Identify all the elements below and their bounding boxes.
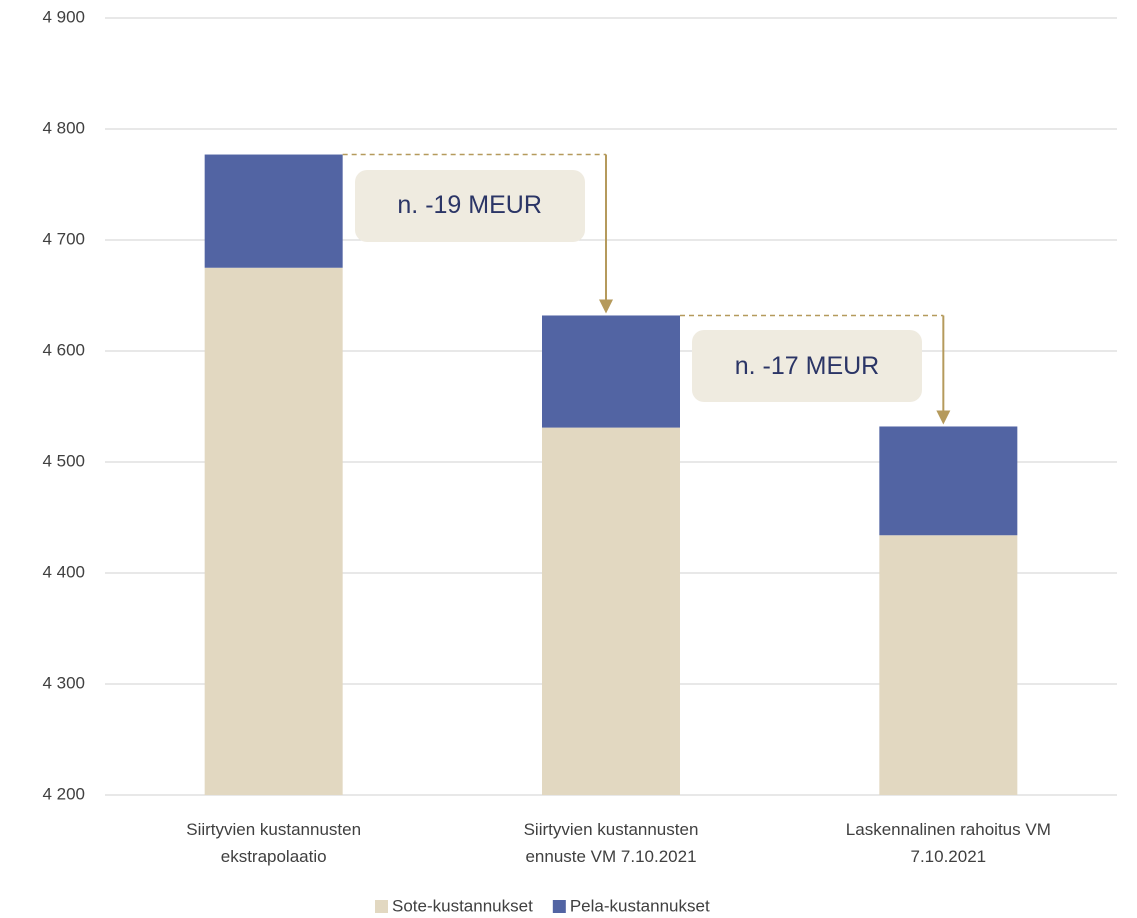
bar-segment xyxy=(204,154,343,268)
x-tick-label: Siirtyvien kustannusten ennuste VM 7.10.… xyxy=(523,820,699,866)
arrow-head xyxy=(936,410,951,425)
annotation: n. -19 MEUR xyxy=(354,169,585,242)
bar-segment xyxy=(204,267,343,795)
x-tick-label: Laskennalinen rahoitus VM 7.10.2021 xyxy=(845,820,1051,866)
bar-segment xyxy=(879,426,1018,536)
y-tick-label: 4 300 xyxy=(42,673,85,692)
y-tick-label: 4 900 xyxy=(42,7,85,26)
y-tick-label: 4 400 xyxy=(42,562,85,581)
y-tick-label: 4 700 xyxy=(42,229,85,248)
legend-label: Sote-kustannukset xyxy=(392,896,533,915)
bar-segment xyxy=(542,427,680,795)
arrow-head xyxy=(599,299,613,314)
y-tick-label: 4 600 xyxy=(42,340,85,359)
bar-segment xyxy=(879,535,1018,795)
x-tick-label: Siirtyvien kustannusten ekstrapolaatio xyxy=(186,820,362,866)
y-tick-label: 4 800 xyxy=(42,118,85,137)
y-tick-label: 4 200 xyxy=(42,784,85,803)
annotation: n. -17 MEUR xyxy=(692,330,922,403)
bar-segment xyxy=(542,315,680,428)
legend-swatch xyxy=(375,900,388,913)
legend-label: Pela-kustannukset xyxy=(570,896,710,915)
legend-swatch xyxy=(552,900,566,913)
y-tick-label: 4 500 xyxy=(42,451,85,470)
